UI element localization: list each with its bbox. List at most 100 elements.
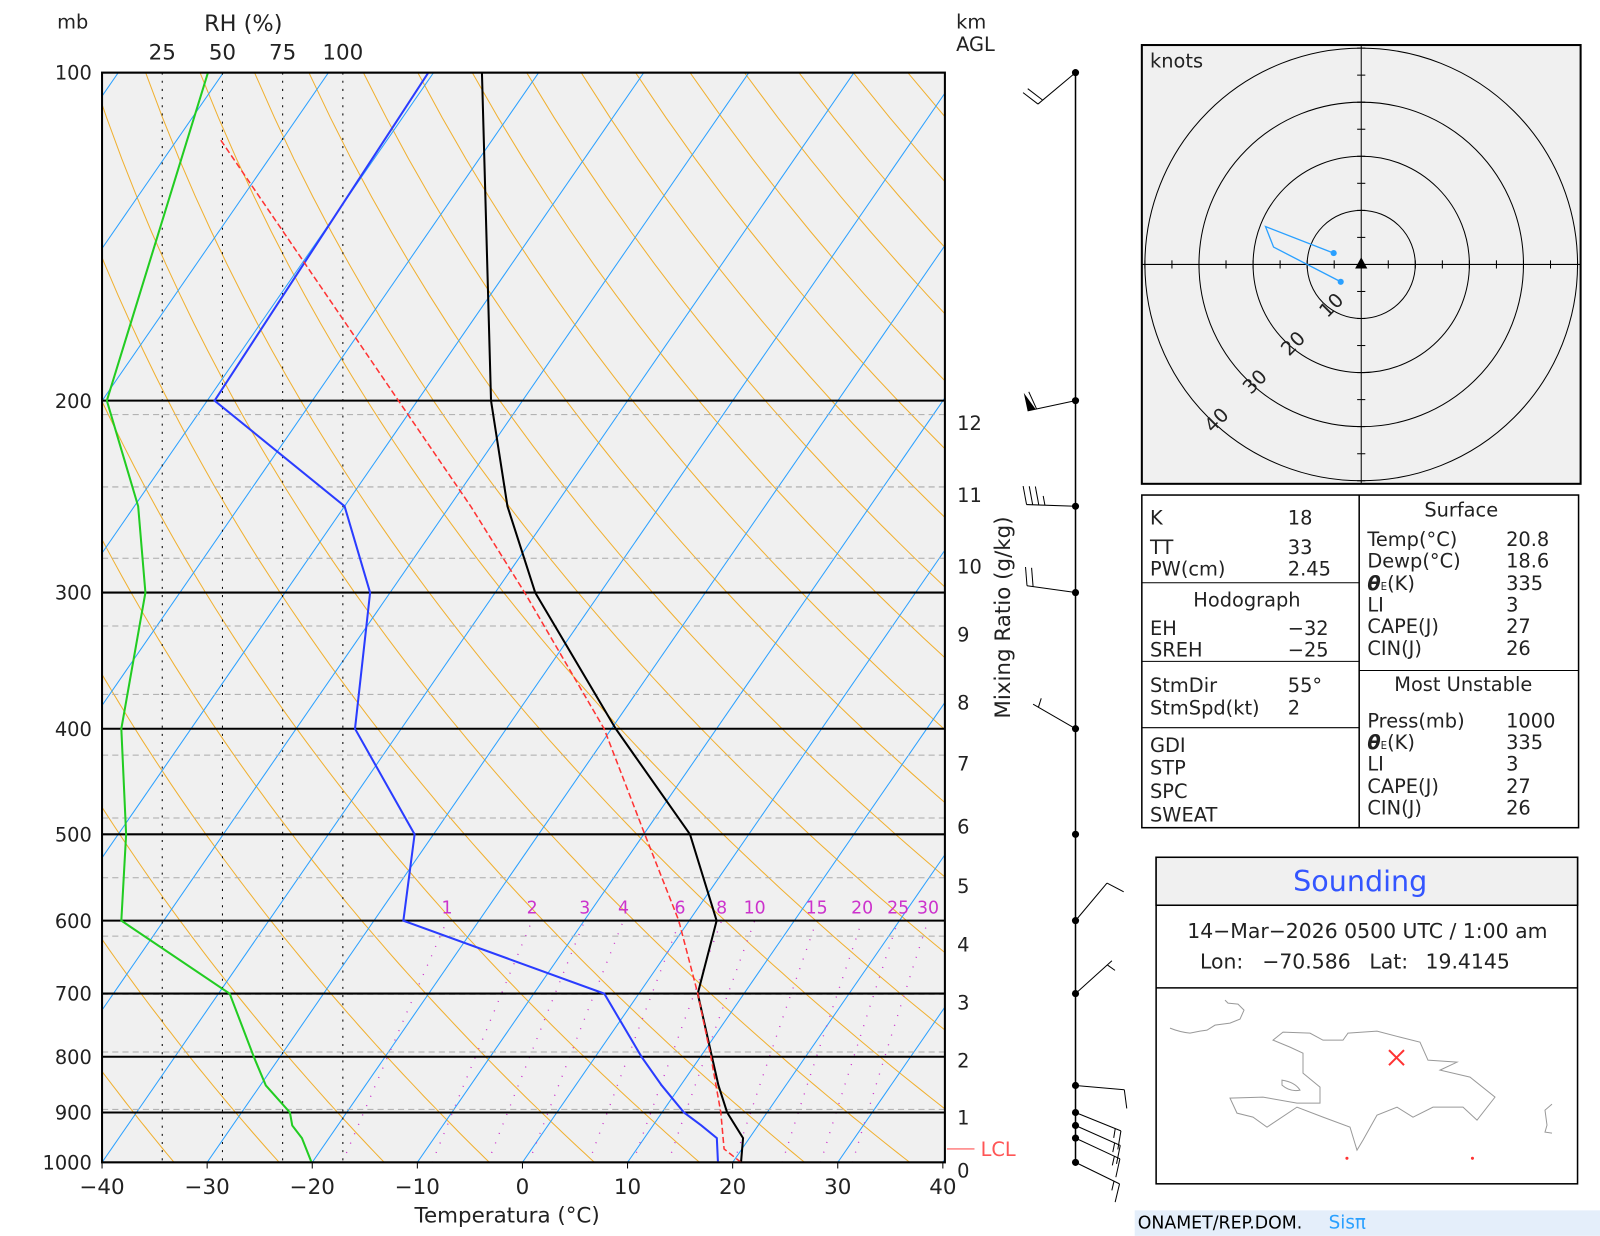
gonave-island xyxy=(1281,1079,1301,1092)
sounding-info-box: Sounding 14−Mar−2026 0500 UTC / 1:00 am … xyxy=(1155,856,1579,1185)
isotherm-line xyxy=(732,853,945,1163)
mu-li-label: LI xyxy=(1367,753,1384,776)
map-dot xyxy=(1470,1156,1474,1160)
sweat-label: SWEAT xyxy=(1150,804,1217,827)
height-tick-label: 2 xyxy=(957,1049,969,1072)
mu-cin-label: CIN(J) xyxy=(1367,796,1422,819)
hodograph-endpoint xyxy=(1330,250,1337,257)
temp-tick-label: −10 xyxy=(395,1175,440,1200)
dry-adiabat-line xyxy=(526,72,945,588)
wind-barb-staff xyxy=(1075,1112,1122,1132)
wind-barb-staff xyxy=(1075,1161,1120,1185)
height-axis-unit-km: km xyxy=(956,11,986,34)
temp-tick-label: 30 xyxy=(824,1175,851,1200)
k-label: K xyxy=(1150,507,1164,530)
mixing-ratio-tick-label: 2 xyxy=(527,898,538,918)
eh-value: −32 xyxy=(1288,617,1329,640)
wind-barb-staff xyxy=(1032,703,1076,730)
surface-dewp-value: 18.6 xyxy=(1506,549,1549,572)
hodograph-unit-label: knots xyxy=(1150,49,1203,72)
wind-level-dot xyxy=(1071,397,1080,405)
pressure-tick-label: 400 xyxy=(55,718,92,741)
wind-barb-full xyxy=(1027,88,1043,101)
wind-barb-full xyxy=(1028,391,1038,410)
stmdir-label: StmDir xyxy=(1150,674,1217,697)
rh-tick-label: 50 xyxy=(209,40,236,65)
surface-cin-label: CIN(J) xyxy=(1367,637,1422,660)
surface-cape-value: 27 xyxy=(1506,615,1531,638)
height-tick-label: 6 xyxy=(957,815,969,838)
surface-cape-label: CAPE(J) xyxy=(1367,615,1439,638)
k-value: 18 xyxy=(1288,507,1313,530)
hodograph-trace xyxy=(1264,225,1342,283)
isotherm-line xyxy=(311,244,945,1163)
station-marker xyxy=(1388,1049,1405,1066)
location-map xyxy=(1169,999,1553,1152)
wind-barb-full xyxy=(1034,486,1040,506)
hispaniola-coastline xyxy=(1229,1030,1496,1152)
dry-adiabat-line xyxy=(102,673,490,1163)
height-tick-label: 0 xyxy=(957,1160,969,1183)
dry-adiabat-line xyxy=(308,72,945,878)
pressure-tick-label: 300 xyxy=(55,582,92,605)
lon-label: Lon: xyxy=(1200,950,1243,974)
mixing-ratio-tick-label: 25 xyxy=(887,898,909,918)
isotherm-line xyxy=(102,72,329,402)
height-tick-label: 12 xyxy=(957,412,982,435)
isotherm-line xyxy=(522,549,945,1163)
isotherm-line xyxy=(627,701,945,1163)
wind-barb-half xyxy=(1037,698,1042,708)
tt-label: TT xyxy=(1149,536,1173,559)
dry-adiabat-line xyxy=(102,102,911,1163)
plot-grid xyxy=(102,72,945,1163)
height-tick-label: 10 xyxy=(957,556,982,579)
height-tick-label: 8 xyxy=(957,692,969,715)
indices-table: K 18 TT 33 PW(cm) 2.45 Hodograph EH −32 … xyxy=(1141,494,1580,829)
footer-brand-logo: Sisπ xyxy=(1329,1213,1366,1234)
most-unstable-indices: Most Unstable Press(mb) 1000 θE(K) 335 L… xyxy=(1367,673,1555,819)
wind-barb-full xyxy=(1106,882,1124,893)
wind-level-dot xyxy=(1071,830,1080,838)
mixing-ratio-tick-label: 1 xyxy=(441,898,452,918)
sreh-value: −25 xyxy=(1288,638,1329,661)
pressure-tick-label: 800 xyxy=(55,1046,92,1069)
surface-thetae-label: θE(K) xyxy=(1367,572,1415,595)
dry-adiabat-line xyxy=(471,72,945,659)
footer-org: ONAMET/REP.DOM. xyxy=(1138,1214,1302,1234)
pressure-tick-label: 1000 xyxy=(43,1152,92,1175)
mu-cape-value: 27 xyxy=(1506,775,1531,798)
wind-barb-staff xyxy=(1075,1125,1121,1146)
dry-adiabat-line xyxy=(145,72,945,1110)
isotherm-line xyxy=(206,92,945,1163)
isotherm-line xyxy=(416,396,945,1163)
sounding-datetime: 14−Mar−2026 0500 UTC / 1:00 am xyxy=(1187,919,1547,943)
wind-barb-half xyxy=(1111,1181,1115,1191)
lat-value: 19.4145 xyxy=(1426,950,1510,974)
mixing-ratio-tick-label: 15 xyxy=(806,898,828,918)
wind-barb-full xyxy=(1116,1145,1121,1164)
rh-tick-label: 100 xyxy=(322,40,363,65)
left-indices: K 18 TT 33 PW(cm) 2.45 Hodograph EH −32 … xyxy=(1149,507,1331,827)
temp-tick-label: 0 xyxy=(516,1175,530,1200)
wind-barb-staff xyxy=(1075,1137,1121,1160)
wind-barb-pennant xyxy=(1023,392,1036,411)
mixing-ratio-tick-label: 3 xyxy=(579,898,590,918)
wind-barb-half xyxy=(1042,495,1046,506)
isotherm-line xyxy=(102,72,540,707)
temp-tick-label: 20 xyxy=(719,1175,746,1200)
mixing-ratio-tick-label: 10 xyxy=(744,898,766,918)
surface-temp-label: Temp(°C) xyxy=(1366,528,1457,551)
mu-li-value: 3 xyxy=(1506,753,1518,776)
mixing-ratio-tick-label: 6 xyxy=(675,898,686,918)
pressure-tick-label: 600 xyxy=(55,910,92,933)
temp-tick-label: −20 xyxy=(290,1175,335,1200)
mixing-ratio-axis-title: Mixing Ratio (g/kg) xyxy=(991,516,1016,718)
mu-cape-label: CAPE(J) xyxy=(1367,775,1439,798)
isotherm-line xyxy=(102,72,750,1011)
sreh-label: SREH xyxy=(1150,638,1203,661)
dry-adiabat-line xyxy=(580,72,945,519)
temp-tick-label: 40 xyxy=(929,1175,956,1200)
dry-adiabat-line xyxy=(254,72,945,954)
mu-thetae-label: θE(K) xyxy=(1367,731,1415,754)
